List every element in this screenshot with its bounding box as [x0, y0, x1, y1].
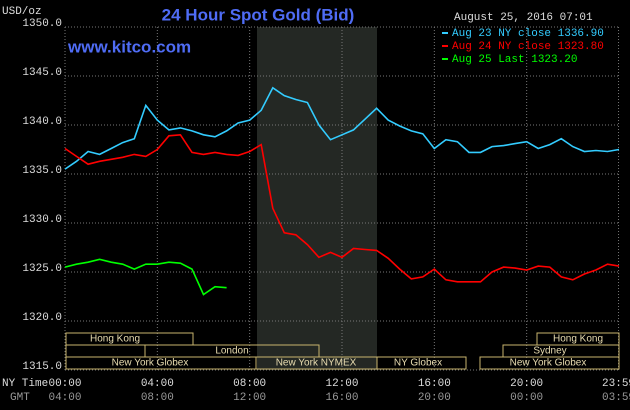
- y-tick-label: 1335.0: [22, 165, 62, 177]
- x2-tick-label: 16:00: [325, 392, 358, 404]
- x2-tick-label: 00:00: [510, 392, 543, 404]
- series-line: [64, 258, 227, 296]
- sessions: Hong Kong London New York Globex New Yor…: [65, 332, 620, 370]
- x-tick-label: 20:00: [510, 378, 543, 390]
- session-label: New York Globex: [510, 358, 587, 369]
- legend-label: Aug 23 NY close 1336.90: [452, 28, 604, 40]
- website: www.kitco.com: [67, 37, 191, 56]
- x2-tick-label: 20:00: [418, 392, 451, 404]
- x-tick-label: 08:00: [233, 378, 266, 390]
- series-line: [64, 133, 620, 283]
- session-label: Hong Kong: [90, 334, 140, 345]
- y-tick-label: 1330.0: [22, 214, 62, 226]
- session-label: Hong Kong: [553, 334, 603, 345]
- x2-axis-label: GMT: [10, 392, 30, 404]
- session-label: NY Globex: [394, 358, 442, 369]
- grid: [64, 26, 620, 371]
- x2-tick-label: 12:00: [233, 392, 266, 404]
- x-tick-label: 23:59: [602, 378, 630, 390]
- session-label: Sydney: [533, 346, 566, 357]
- x2-tick-label: 08:00: [141, 392, 174, 404]
- timestamp: August 25, 2016 07:01: [454, 12, 593, 24]
- session-box: [479, 356, 620, 370]
- series-line: [64, 86, 620, 170]
- y-tick-label: 1350.0: [22, 18, 62, 30]
- x-tick-label: 16:00: [418, 378, 451, 390]
- y-tick-label: 1325.0: [22, 263, 62, 275]
- session-label: London: [215, 346, 248, 357]
- nymex-shade: [257, 27, 377, 370]
- y-tick-label: 1345.0: [22, 67, 62, 79]
- chart-title: 24 Hour Spot Gold (Bid): [162, 5, 355, 24]
- x-tick-label: 12:00: [325, 378, 358, 390]
- legend-label: Aug 25 Last 1323.20: [452, 54, 577, 66]
- y-tick-label: 1315.0: [22, 361, 62, 373]
- session-label: New York Globex: [112, 358, 189, 369]
- x2-tick-label: 04:00: [48, 392, 81, 404]
- session-box: [376, 356, 467, 370]
- x2-tick-label: 03:59: [602, 392, 630, 404]
- x-tick-label: 04:00: [141, 378, 174, 390]
- session-label: New York NYMEX: [276, 358, 357, 369]
- y-axis-label: USD/oz: [2, 6, 42, 18]
- y-tick-label: 1320.0: [22, 312, 62, 324]
- y-tick-label: 1340.0: [22, 116, 62, 128]
- x-axis-label: NY Time: [2, 378, 48, 390]
- legend-label: Aug 24 NY close 1323.80: [452, 41, 604, 53]
- x-tick-label: 00:00: [48, 378, 81, 390]
